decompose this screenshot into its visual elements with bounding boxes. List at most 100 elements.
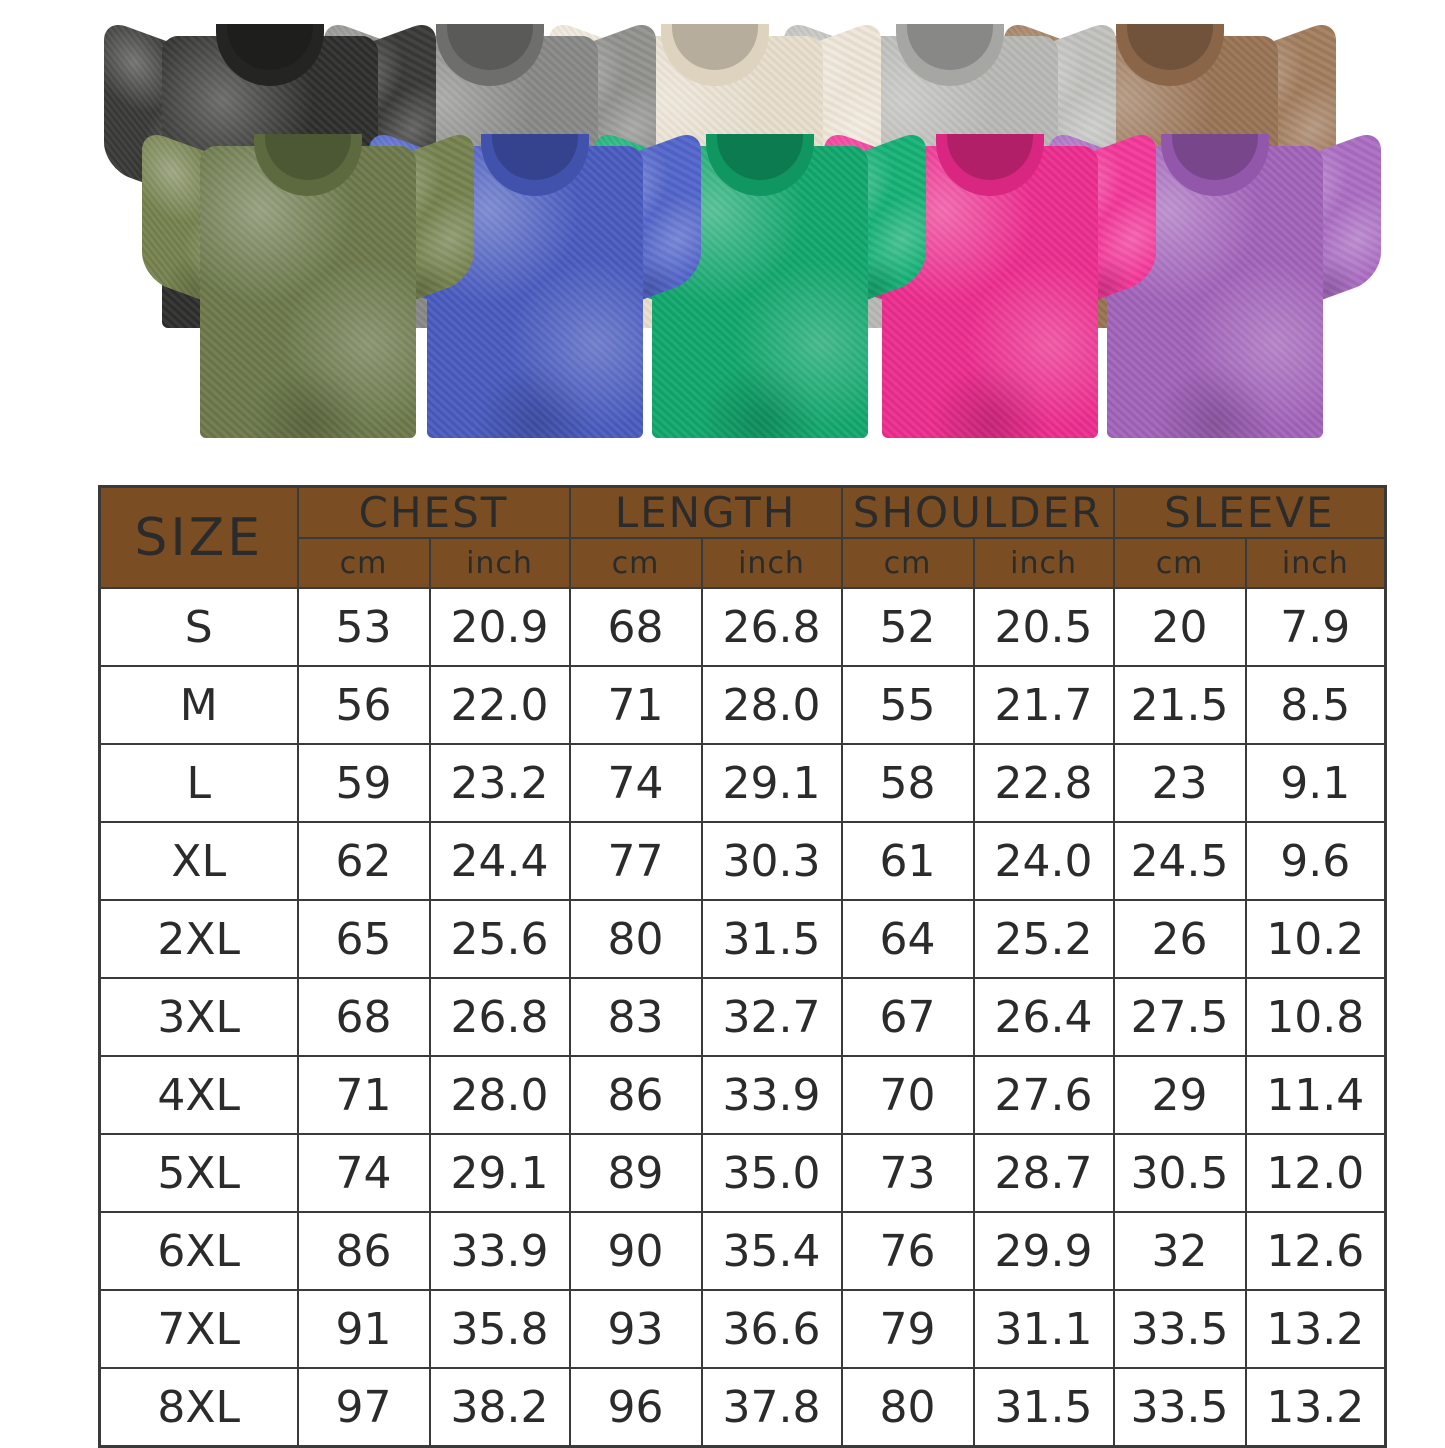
table-body: S 53 20.9 68 26.8 52 20.5 20 7.9 M 56 22.0 71 28.0 55 2…	[98, 587, 1387, 1448]
header-row-units: cm inch cm inch cm inch cm inch	[100, 537, 1387, 589]
header-unit-length-cm: cm	[568, 537, 703, 589]
table-row: 4XL 71 28.0 86 33.9 70 27.6 29 11.4	[98, 1055, 1387, 1135]
cell-length-in: 26.8	[700, 587, 843, 667]
cell-chest-cm: 62	[296, 821, 431, 901]
table-row: 8XL 97 38.2 96 37.8 80 31.5 33.5 13.2	[98, 1367, 1387, 1448]
cell-shoulder-in: 22.8	[972, 743, 1115, 823]
cell-chest-cm: 59	[296, 743, 431, 823]
cell-length-cm: 93	[568, 1289, 703, 1369]
table-row: 6XL 86 33.9 90 35.4 76 29.9 32 12.6	[98, 1211, 1387, 1291]
cell-length-in: 29.1	[700, 743, 843, 823]
cell-chest-in: 24.4	[428, 821, 571, 901]
table-row: 5XL 74 29.1 89 35.0 73 28.7 30.5 12.0	[98, 1133, 1387, 1213]
cell-chest-in: 22.0	[428, 665, 571, 745]
table-row: S 53 20.9 68 26.8 52 20.5 20 7.9	[98, 587, 1387, 667]
cell-size: 8XL	[98, 1367, 299, 1448]
cell-sleeve-cm: 26	[1112, 899, 1247, 979]
header-row-groups: SIZE CHEST LENGTH SHOULDER SLEEVE	[98, 485, 1387, 589]
cell-shoulder-cm: 55	[840, 665, 975, 745]
header-unit-sleeve-inch: inch	[1244, 537, 1387, 589]
cell-sleeve-in: 13.2	[1244, 1367, 1387, 1448]
cell-chest-cm: 56	[296, 665, 431, 745]
cell-chest-in: 25.6	[428, 899, 571, 979]
cell-length-cm: 80	[568, 899, 703, 979]
cell-size: L	[98, 743, 299, 823]
cell-length-cm: 68	[568, 587, 703, 667]
cell-shoulder-in: 27.6	[972, 1055, 1115, 1135]
cell-sleeve-in: 11.4	[1244, 1055, 1387, 1135]
cell-chest-cm: 91	[296, 1289, 431, 1369]
table-row: 7XL 91 35.8 93 36.6 79 31.1 33.5 13.2	[98, 1289, 1387, 1369]
cell-shoulder-in: 25.2	[972, 899, 1115, 979]
cell-sleeve-cm: 23	[1112, 743, 1247, 823]
cell-shoulder-in: 31.5	[972, 1367, 1115, 1448]
cell-shoulder-cm: 70	[840, 1055, 975, 1135]
cell-sleeve-cm: 32	[1112, 1211, 1247, 1291]
cell-size: 6XL	[98, 1211, 299, 1291]
cell-chest-in: 23.2	[428, 743, 571, 823]
cell-chest-in: 35.8	[428, 1289, 571, 1369]
cell-shoulder-in: 21.7	[972, 665, 1115, 745]
cell-sleeve-cm: 20	[1112, 587, 1247, 667]
header-unit-shoulder-inch: inch	[972, 537, 1115, 589]
table-row: 3XL 68 26.8 83 32.7 67 26.4 27.5 10.8	[98, 977, 1387, 1057]
cell-size: M	[98, 665, 299, 745]
cell-size: S	[98, 587, 299, 667]
cell-length-in: 33.9	[700, 1055, 843, 1135]
cell-length-in: 30.3	[700, 821, 843, 901]
header-unit-chest-cm: cm	[296, 537, 431, 589]
cell-shoulder-in: 24.0	[972, 821, 1115, 901]
cell-chest-cm: 74	[296, 1133, 431, 1213]
cell-length-in: 31.5	[700, 899, 843, 979]
cell-sleeve-in: 12.6	[1244, 1211, 1387, 1291]
cell-shoulder-cm: 64	[840, 899, 975, 979]
cell-chest-in: 38.2	[428, 1367, 571, 1448]
cell-length-cm: 83	[568, 977, 703, 1057]
cell-size: 2XL	[98, 899, 299, 979]
header-unit-length-inch: inch	[700, 537, 843, 589]
cell-chest-cm: 53	[296, 587, 431, 667]
header-group-sleeve: SLEEVE	[1112, 485, 1387, 539]
cell-chest-in: 33.9	[428, 1211, 571, 1291]
cell-length-cm: 89	[568, 1133, 703, 1213]
cell-length-in: 36.6	[700, 1289, 843, 1369]
cell-sleeve-cm: 30.5	[1112, 1133, 1247, 1213]
header-unit-chest-inch: inch	[428, 537, 571, 589]
cell-sleeve-in: 10.2	[1244, 899, 1387, 979]
header-unit-sleeve-cm: cm	[1112, 537, 1247, 589]
cell-shoulder-cm: 79	[840, 1289, 975, 1369]
cell-sleeve-cm: 33.5	[1112, 1367, 1247, 1448]
cell-shoulder-cm: 67	[840, 977, 975, 1057]
cell-sleeve-in: 7.9	[1244, 587, 1387, 667]
cell-size: XL	[98, 821, 299, 901]
cell-sleeve-in: 10.8	[1244, 977, 1387, 1057]
cell-length-cm: 77	[568, 821, 703, 901]
cell-shoulder-in: 20.5	[972, 587, 1115, 667]
cell-shoulder-in: 31.1	[972, 1289, 1115, 1369]
cell-size: 3XL	[98, 977, 299, 1057]
cell-size: 4XL	[98, 1055, 299, 1135]
cell-length-in: 37.8	[700, 1367, 843, 1448]
cell-sleeve-in: 13.2	[1244, 1289, 1387, 1369]
table-row: XL 62 24.4 77 30.3 61 24.0 24.5 9.6	[98, 821, 1387, 901]
cell-sleeve-in: 8.5	[1244, 665, 1387, 745]
cell-length-cm: 86	[568, 1055, 703, 1135]
cell-shoulder-cm: 76	[840, 1211, 975, 1291]
cell-chest-cm: 68	[296, 977, 431, 1057]
table-row: L 59 23.2 74 29.1 58 22.8 23 9.1	[98, 743, 1387, 823]
cell-chest-in: 28.0	[428, 1055, 571, 1135]
header-group-length: LENGTH	[568, 485, 843, 539]
shirt-olive-green	[142, 118, 474, 438]
header-group-chest: CHEST	[296, 485, 571, 539]
cell-length-in: 35.4	[700, 1211, 843, 1291]
cell-chest-in: 20.9	[428, 587, 571, 667]
cell-sleeve-in: 9.6	[1244, 821, 1387, 901]
cell-chest-in: 26.8	[428, 977, 571, 1057]
cell-length-cm: 90	[568, 1211, 703, 1291]
table-header: SIZE CHEST LENGTH SHOULDER SLEEVE cm inc…	[98, 485, 1387, 589]
cell-length-in: 32.7	[700, 977, 843, 1057]
cell-sleeve-cm: 24.5	[1112, 821, 1247, 901]
header-unit-shoulder-cm: cm	[840, 537, 975, 589]
cell-shoulder-in: 28.7	[972, 1133, 1115, 1213]
